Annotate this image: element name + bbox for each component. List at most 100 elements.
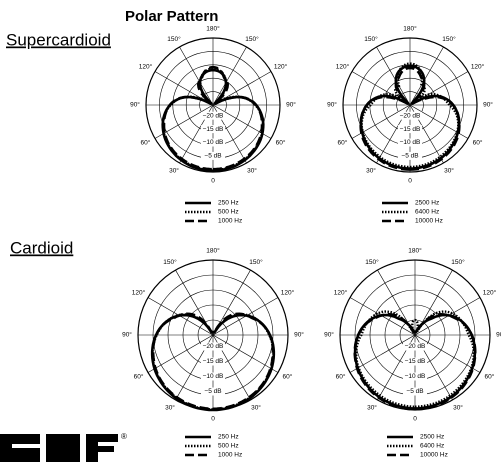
- db-label-bg: [403, 357, 427, 366]
- angle-label: 120°: [281, 289, 295, 297]
- angle-label: 120°: [334, 289, 348, 297]
- angle-label: 0: [211, 178, 215, 185]
- legend-label: 6400 Hz: [415, 209, 439, 216]
- angle-label: 30°: [165, 403, 175, 411]
- db-label-bg: [403, 372, 427, 381]
- angle-label: 150°: [163, 258, 177, 266]
- angle-label: 90°: [327, 101, 337, 109]
- angle-label: 150°: [365, 258, 379, 266]
- db-label: −5 dB: [204, 153, 221, 160]
- pattern-curve: [162, 65, 264, 171]
- db-label-bg: [403, 342, 427, 351]
- grid-spoke: [175, 269, 251, 401]
- polar-plot: 0 30° 30° 60° 60° 90° 90° 120° 120° 150° 150° 180° −…: [327, 25, 493, 225]
- angle-label: 120°: [274, 63, 288, 71]
- db-label: −15 dB: [400, 126, 421, 133]
- angle-label: 30°: [367, 403, 377, 411]
- db-label: −10 dB: [203, 139, 224, 146]
- angle-label: 90°: [286, 101, 296, 109]
- db-label-bg: [201, 342, 225, 351]
- angle-label: 150°: [249, 258, 263, 266]
- angle-label: 90°: [496, 331, 501, 339]
- angle-label: 90°: [130, 101, 140, 109]
- angle-label: 120°: [336, 63, 350, 71]
- angle-label: 150°: [442, 35, 456, 43]
- db-label-bg: [201, 372, 225, 381]
- angle-label: 150°: [364, 35, 378, 43]
- pattern-curve: [354, 310, 476, 408]
- db-label: −15 dB: [405, 358, 426, 365]
- db-label: −10 dB: [405, 373, 426, 380]
- svg-text:®: ®: [121, 432, 127, 441]
- db-label: −5 dB: [204, 388, 221, 395]
- angle-label: 30°: [366, 167, 376, 175]
- db-label-bg: [201, 387, 225, 396]
- angle-label: 30°: [169, 167, 179, 175]
- angle-label: 30°: [444, 167, 454, 175]
- legend-label: 10000 Hz: [415, 218, 443, 225]
- polar-plot: 0 30° 30° 60° 60° 90° 90° 120° 120° 150° 150° 180° −…: [324, 247, 501, 459]
- angle-label: 0: [413, 416, 417, 423]
- db-label: −20 dB: [203, 112, 224, 119]
- legend-label: 1000 Hz: [218, 452, 242, 459]
- angle-label: 0: [211, 416, 215, 423]
- db-label-bg: [201, 151, 225, 160]
- db-label-bg: [398, 125, 422, 134]
- grid-spoke: [179, 46, 247, 164]
- angle-label: 30°: [251, 403, 261, 411]
- db-label-bg: [403, 387, 427, 396]
- db-label: −10 dB: [400, 139, 421, 146]
- angle-label: 90°: [324, 331, 334, 339]
- angle-label: 120°: [483, 289, 497, 297]
- db-label: −5 dB: [406, 388, 423, 395]
- legend-label: 2500 Hz: [420, 434, 444, 441]
- angle-label: 90°: [122, 331, 132, 339]
- angle-label: 60°: [336, 373, 346, 381]
- angle-label: 30°: [453, 403, 463, 411]
- grid-spoke: [376, 46, 444, 164]
- db-label-bg: [398, 151, 422, 160]
- angle-label: 60°: [485, 373, 495, 381]
- db-label: −15 dB: [203, 358, 224, 365]
- legend-label: 6400 Hz: [420, 443, 444, 450]
- title: Polar Pattern: [125, 8, 218, 25]
- angle-label: 150°: [451, 258, 465, 266]
- legend-label: 500 Hz: [218, 209, 239, 216]
- db-label-bg: [201, 357, 225, 366]
- logo: ®: [0, 432, 127, 462]
- legend-label: 1000 Hz: [218, 218, 242, 225]
- angle-label: 180°: [206, 25, 220, 33]
- section-label: Supercardioid: [6, 30, 111, 49]
- polar-plot: 0 30° 30° 60° 60° 90° 90° 120° 120° 150° 150° 180° −…: [130, 25, 296, 225]
- pattern-curve: [359, 66, 461, 171]
- db-label-bg: [201, 125, 225, 134]
- angle-label: 120°: [139, 63, 153, 71]
- angle-label: 60°: [276, 139, 286, 147]
- legend-label: 500 Hz: [218, 443, 239, 450]
- angle-label: 60°: [134, 373, 144, 381]
- legend-label: 250 Hz: [218, 434, 239, 441]
- pattern-curve: [360, 62, 460, 169]
- angle-label: 90°: [294, 331, 304, 339]
- legend-label: 2500 Hz: [415, 200, 439, 207]
- angle-label: 180°: [206, 247, 220, 255]
- db-label: −5 dB: [401, 153, 418, 160]
- angle-label: 150°: [245, 35, 259, 43]
- grid-spoke: [377, 269, 453, 401]
- pattern-curve: [353, 312, 477, 411]
- angle-label: 30°: [247, 167, 257, 175]
- db-label-bg: [398, 138, 422, 147]
- angle-label: 180°: [403, 25, 417, 33]
- section-label: Cardioid: [10, 238, 73, 257]
- legend-label: 250 Hz: [218, 200, 239, 207]
- angle-label: 180°: [408, 247, 422, 255]
- angle-label: 90°: [483, 101, 493, 109]
- angle-label: 120°: [132, 289, 146, 297]
- db-label-bg: [201, 111, 225, 120]
- db-label-bg: [201, 138, 225, 147]
- angle-label: 60°: [338, 139, 348, 147]
- angle-label: 120°: [471, 63, 485, 71]
- db-label: −20 dB: [400, 112, 421, 119]
- angle-label: 60°: [141, 139, 151, 147]
